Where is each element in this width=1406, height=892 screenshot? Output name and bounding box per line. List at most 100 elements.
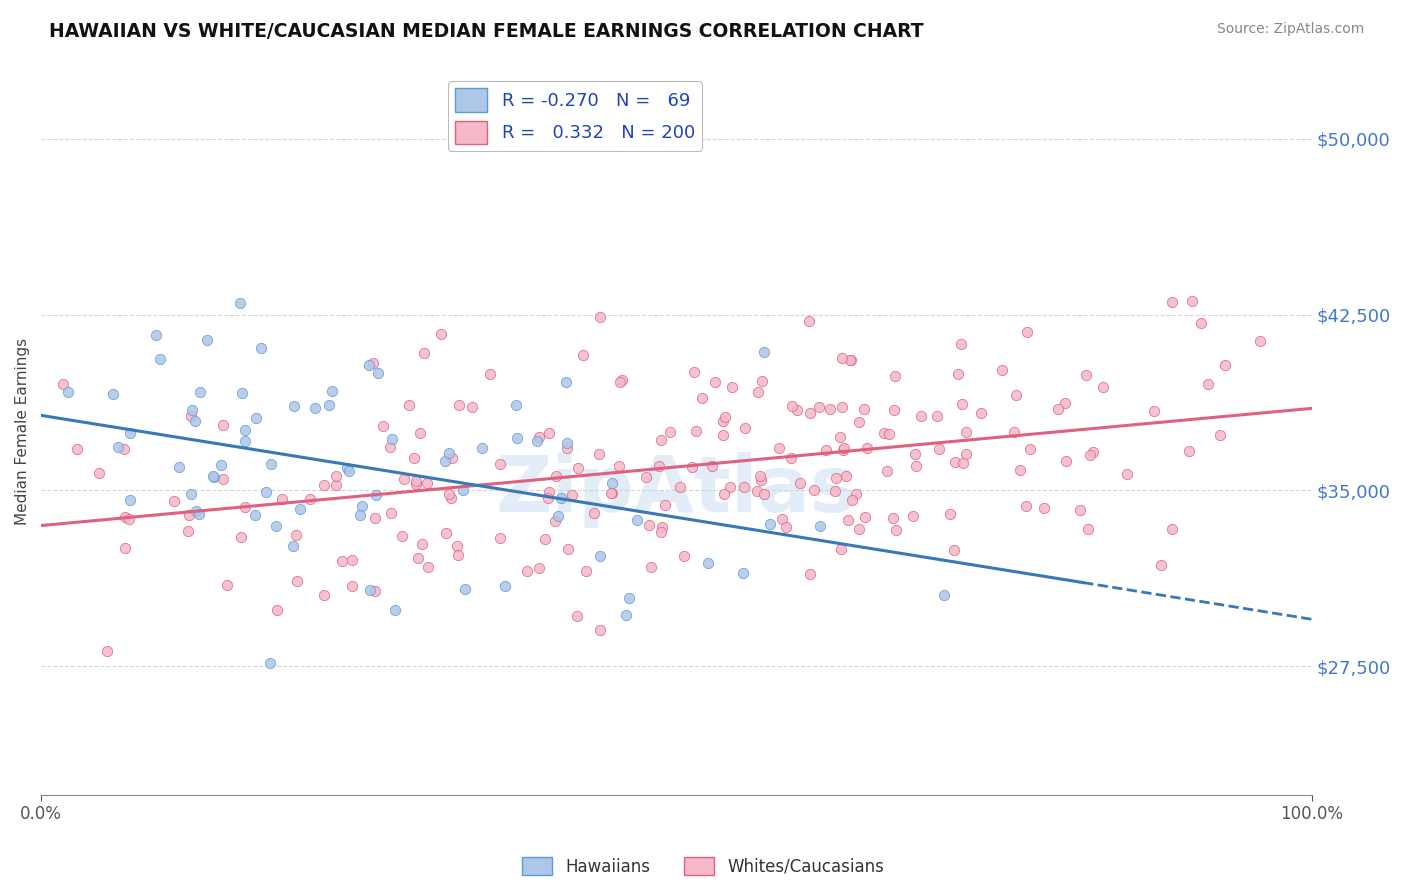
Point: [145, 328, 167, 343]
Point: [285, 574, 308, 588]
Point: [117, 512, 139, 526]
Point: [378, 440, 401, 454]
Point: [834, 442, 856, 456]
Point: [1181, 293, 1204, 308]
Point: [845, 487, 868, 501]
Point: [747, 385, 769, 400]
Point: [439, 491, 461, 505]
Point: [714, 409, 737, 424]
Point: [640, 560, 662, 574]
Point: [361, 355, 384, 369]
Point: [903, 508, 925, 523]
Point: [799, 406, 821, 420]
Point: [298, 492, 321, 507]
Point: [841, 492, 863, 507]
Point: [831, 351, 853, 366]
Point: [114, 510, 136, 524]
Point: [588, 549, 610, 563]
Point: [751, 374, 773, 388]
Point: [266, 603, 288, 617]
Point: [650, 433, 672, 447]
Point: [215, 577, 238, 591]
Point: [398, 398, 420, 412]
Point: [955, 425, 977, 439]
Point: [1078, 449, 1101, 463]
Point: [367, 367, 389, 381]
Point: [1249, 334, 1271, 348]
Point: [555, 375, 578, 389]
Point: [1091, 380, 1114, 394]
Point: [681, 460, 703, 475]
Point: [873, 425, 896, 440]
Point: [839, 352, 862, 367]
Point: [58, 385, 80, 400]
Point: [848, 523, 870, 537]
Point: [446, 539, 468, 553]
Point: [600, 485, 623, 500]
Point: [451, 483, 474, 497]
Point: [87, 466, 110, 480]
Point: [325, 478, 347, 492]
Point: [434, 525, 457, 540]
Point: [471, 441, 494, 455]
Point: [1150, 558, 1173, 573]
Legend: Hawaiians, Whites/Caucasians: Hawaiians, Whites/Caucasians: [516, 851, 890, 882]
Point: [799, 314, 821, 328]
Point: [575, 564, 598, 578]
Point: [406, 551, 429, 566]
Point: [692, 391, 714, 405]
Point: [233, 424, 256, 438]
Point: [557, 436, 579, 450]
Point: [683, 365, 706, 379]
Point: [547, 508, 569, 523]
Point: [243, 508, 266, 522]
Point: [96, 644, 118, 658]
Point: [626, 513, 648, 527]
Point: [229, 296, 252, 310]
Point: [1189, 317, 1212, 331]
Point: [416, 475, 439, 490]
Text: Source: ZipAtlas.com: Source: ZipAtlas.com: [1216, 22, 1364, 37]
Point: [713, 487, 735, 501]
Point: [364, 488, 387, 502]
Point: [561, 488, 583, 502]
Point: [211, 418, 233, 433]
Point: [853, 509, 876, 524]
Point: [534, 532, 557, 546]
Point: [489, 457, 512, 471]
Point: [384, 602, 406, 616]
Point: [952, 457, 974, 471]
Point: [149, 352, 172, 367]
Point: [245, 411, 267, 425]
Point: [955, 446, 977, 460]
Point: [1054, 395, 1077, 409]
Point: [461, 400, 484, 414]
Point: [837, 513, 859, 527]
Point: [650, 524, 672, 539]
Point: [759, 517, 782, 532]
Point: [803, 483, 825, 497]
Point: [807, 400, 830, 414]
Point: [538, 425, 561, 440]
Point: [697, 556, 720, 570]
Point: [734, 421, 756, 435]
Point: [1160, 295, 1182, 310]
Point: [283, 399, 305, 413]
Point: [489, 532, 512, 546]
Point: [180, 409, 202, 424]
Point: [950, 397, 973, 411]
Point: [1047, 402, 1070, 417]
Point: [824, 483, 846, 498]
Point: [312, 478, 335, 492]
Point: [527, 561, 550, 575]
Point: [180, 402, 202, 417]
Point: [607, 458, 630, 473]
Point: [782, 399, 804, 413]
Point: [1069, 503, 1091, 517]
Point: [749, 473, 772, 487]
Point: [745, 483, 768, 498]
Point: [340, 579, 363, 593]
Point: [883, 402, 905, 417]
Point: [831, 443, 853, 458]
Point: [337, 464, 360, 478]
